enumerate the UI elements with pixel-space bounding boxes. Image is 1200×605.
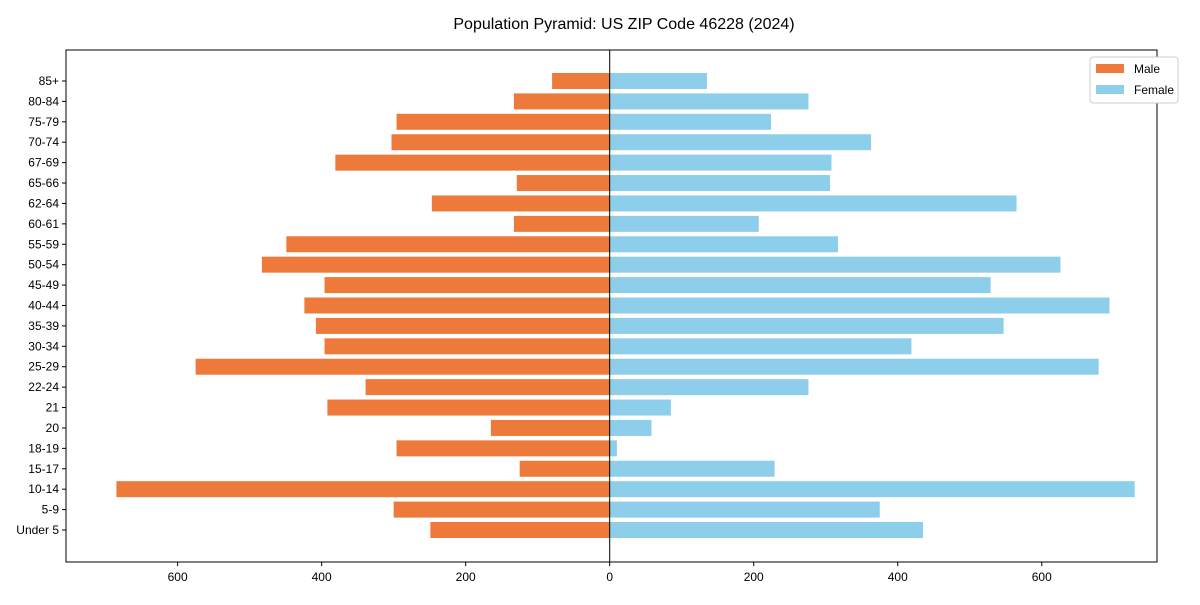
y-tick-label: 67-69 [28,156,59,170]
y-tick-label: Under 5 [16,523,59,537]
bar-female-40-44 [609,297,1110,314]
bar-female-30-34 [609,338,912,355]
y-tick-label: 45-49 [28,278,59,292]
bar-male-75-79 [396,113,610,130]
bar-male-55-59 [286,236,610,253]
y-tick-label: 18-19 [28,441,59,455]
y-tick-label: 55-59 [28,237,59,251]
bar-female-85+ [609,73,707,89]
bar-male-65-66 [516,175,610,192]
bar-female-22-24 [609,379,809,396]
bar-female-55-59 [609,236,838,253]
bar-female-50-54 [609,256,1061,273]
y-tick-label: 5-9 [42,503,60,517]
bar-male-40-44 [304,297,610,314]
x-tick-label: 400 [888,570,908,584]
plot-frame [65,49,1158,563]
bar-male-70-74 [391,134,610,151]
bar-male-5-9 [393,501,610,518]
bar-male-60-61 [513,215,610,232]
y-tick-label: 62-64 [28,196,59,210]
y-tick-label: 30-34 [28,339,59,353]
bar-female-60-61 [609,215,759,232]
bar-female-Under 5 [609,522,923,538]
x-tick-label: 600 [1032,570,1052,584]
bar-male-80-84 [513,93,610,110]
bar-female-15-17 [609,460,775,477]
bar-male-18-19 [396,440,610,457]
y-tick-label: 50-54 [28,258,59,272]
bar-male-50-54 [261,256,610,273]
bar-male-45-49 [324,277,610,294]
bar-female-62-64 [609,195,1017,212]
bar-female-75-79 [609,113,772,130]
bar-female-67-69 [609,154,832,171]
legend-swatch-male [1096,64,1124,73]
bar-male-25-29 [195,358,610,375]
legend: Male Female [1089,56,1179,104]
bar-male-35-39 [315,317,610,334]
y-tick-label: 10-14 [28,482,59,496]
y-tick-label: 75-79 [28,115,59,129]
bar-male-21 [327,399,610,416]
y-tick-label: 80-84 [28,94,59,108]
y-tick-label: 85+ [39,74,59,88]
y-tick-label: 35-39 [28,319,59,333]
bar-male-20 [490,419,610,436]
legend-label-male: Male [1134,62,1160,76]
bar-female-21 [609,399,671,416]
y-tick-label: 21 [46,401,60,415]
bar-male-10-14 [116,481,610,498]
bar-female-45-49 [609,277,991,294]
bar-male-15-17 [519,460,610,477]
y-tick-label: 15-17 [28,462,59,476]
x-tick-label: 400 [312,570,332,584]
bar-female-70-74 [609,134,872,151]
x-tick-label: 200 [456,570,476,584]
y-tick-label: 25-29 [28,360,59,374]
bar-female-5-9 [609,501,880,518]
chart-title: Population Pyramid: US ZIP Code 46228 (2… [453,16,794,33]
y-tick-label: 70-74 [28,135,59,149]
bar-male-85+ [552,73,610,89]
y-tick-label: 22-24 [28,380,59,394]
y-tick-label: 40-44 [28,299,59,313]
x-tick-label: 600 [168,570,188,584]
y-tick-label: 65-66 [28,176,59,190]
bar-female-20 [609,419,652,436]
bar-female-18-19 [609,440,617,457]
bar-male-30-34 [324,338,610,355]
y-tick-label: 60-61 [28,217,59,231]
y-tick-label: 20 [46,421,60,435]
bar-female-80-84 [609,93,809,110]
legend-label-female: Female [1134,83,1174,97]
legend-swatch-female [1096,85,1124,94]
x-tick-label: 200 [744,570,764,584]
bar-female-35-39 [609,317,1004,334]
bar-male-Under 5 [430,522,610,538]
bar-male-67-69 [335,154,610,171]
bar-female-65-66 [609,175,831,192]
bar-female-25-29 [609,358,1099,375]
x-tick-label: 0 [606,570,613,584]
bar-female-10-14 [609,481,1135,498]
bar-male-22-24 [365,379,610,396]
bar-male-62-64 [431,195,610,212]
